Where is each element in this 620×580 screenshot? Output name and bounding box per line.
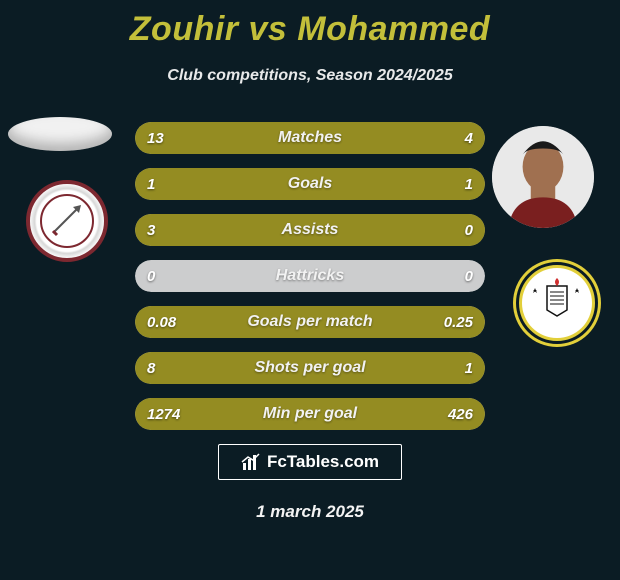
club-left-crest [26,180,108,262]
club-right-crest [516,262,598,344]
sword-icon [47,201,87,241]
stat-row: 11Goals [135,168,485,200]
subtitle: Club competitions, Season 2024/2025 [0,67,620,85]
stat-row: 30Assists [135,214,485,246]
bar-fill-right [219,306,485,338]
stat-row: 81Shots per goal [135,352,485,384]
bar-fill-left [135,122,401,154]
stat-row: 1274426Min per goal [135,398,485,430]
page-title: Zouhir vs Mohammed [0,0,620,49]
watermark[interactable]: FcTables.com [218,444,402,480]
crest-right-inner [522,268,592,338]
bar-fill-left [135,398,398,430]
date-label: 1 march 2025 [0,502,620,522]
player-left-avatar [8,117,112,151]
stat-row: 00Hattricks [135,260,485,292]
bar-fill-left [135,168,310,200]
title-player-left: Zouhir [130,10,239,48]
title-vs: vs [249,10,288,48]
bar-fill-right [401,122,485,154]
bar-fill-right [398,398,486,430]
bar-fill-left [135,306,219,338]
crest-left-inner [40,194,94,248]
bar-fill-left [135,214,485,246]
comparison-bars: 134Matches 11Goals 30Assists 00Hattricks 0.0… [135,122,485,444]
comparison-card: Zouhir vs Mohammed Club competitions, Se… [0,0,620,580]
person-icon [492,126,594,228]
player-right-avatar [492,126,594,228]
chart-icon [241,452,261,472]
bar-fill-left [135,352,447,384]
watermark-text: FcTables.com [267,452,379,472]
stat-row: 134Matches [135,122,485,154]
shield-flame-icon [530,276,584,330]
bar-fill-right [447,352,486,384]
title-player-right: Mohammed [297,10,490,48]
bar-fill-right [310,168,485,200]
stat-row: 0.080.25Goals per match [135,306,485,338]
bar-background [135,260,485,292]
